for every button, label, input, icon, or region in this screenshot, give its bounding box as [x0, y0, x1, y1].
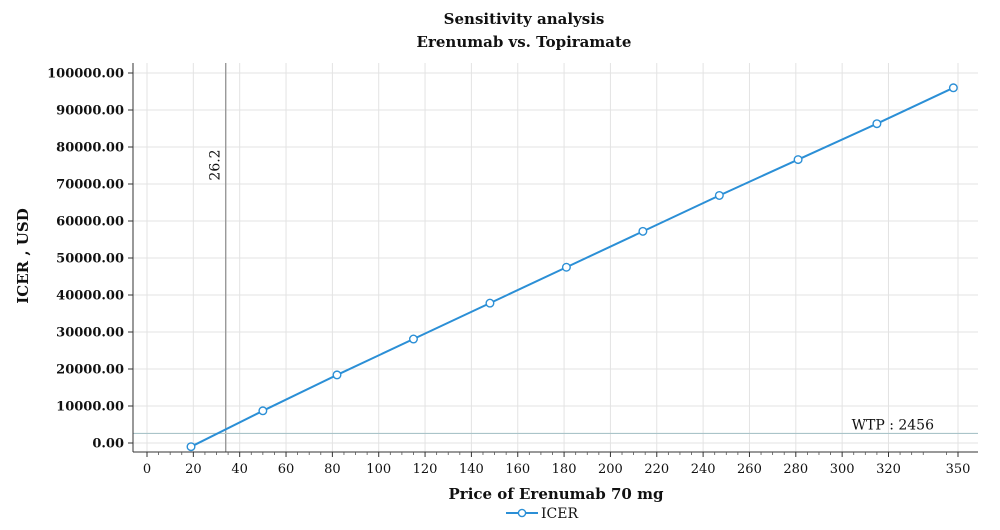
y-tick-label: 20000.00: [56, 363, 124, 378]
reference-lines: 26.2 WTP : 2456: [133, 63, 978, 452]
chart-subtitle: Erenumab vs. Topiramate: [417, 33, 632, 51]
y-tick-label: 80000.00: [56, 141, 124, 156]
icer-point: [485, 298, 495, 308]
y-axis-title: ICER , USD: [14, 208, 32, 303]
x-tick-label: 20: [185, 462, 202, 477]
x-tick-label: 160: [505, 462, 530, 477]
x-tick-label: 200: [598, 462, 623, 477]
x-tick-label: 280: [783, 462, 808, 477]
x-tick-label: 40: [231, 462, 248, 477]
x-tick-label: 0: [143, 462, 151, 477]
y-tick-label: 100000.00: [47, 67, 124, 82]
series-icer: [186, 83, 958, 452]
wtp-label: WTP : 2456: [852, 417, 934, 433]
icer-line: [190, 86, 954, 448]
y-tick-label: 70000.00: [56, 178, 124, 193]
gridlines: [133, 63, 978, 452]
icer-point: [872, 119, 882, 129]
icer-point: [638, 226, 648, 236]
x-tick-label: 140: [459, 462, 484, 477]
y-tick-label: 0.00: [92, 437, 124, 452]
vline-label: 26.2: [208, 149, 224, 180]
axes: 0.00 10000.00 20000.00 30000.00 40000.00 5000…: [47, 63, 978, 477]
legend-marker-swatch: [517, 508, 527, 518]
x-tick-label: 220: [644, 462, 669, 477]
icer-point: [332, 370, 342, 380]
x-tick-label: 80: [324, 462, 341, 477]
y-tick-label: 10000.00: [56, 400, 124, 415]
x-axis-title: Price of Erenumab 70 mg: [449, 485, 664, 503]
x-tick-label: 120: [413, 462, 438, 477]
x-tick-label: 350: [946, 462, 971, 477]
icer-point: [793, 155, 803, 165]
x-tick-label: 240: [691, 462, 716, 477]
x-tick-label: 300: [830, 462, 855, 477]
legend: ICER: [506, 506, 578, 522]
x-tick-label: 320: [876, 462, 901, 477]
legend-label-icer: ICER: [541, 506, 578, 522]
x-tick-label: 100: [366, 462, 391, 477]
icer-point: [408, 334, 418, 344]
icer-point: [258, 406, 268, 416]
x-tick-label: 60: [278, 462, 295, 477]
x-tick-label: 260: [737, 462, 762, 477]
y-tick-label: 50000.00: [56, 252, 124, 267]
y-tick-label: 40000.00: [56, 289, 124, 304]
icer-point: [714, 190, 724, 200]
y-tick-label: 30000.00: [56, 326, 124, 341]
icer-point: [186, 442, 196, 452]
chart-title: Sensitivity analysis: [444, 10, 605, 28]
icer-point: [561, 262, 571, 272]
y-tick-label: 60000.00: [56, 215, 124, 230]
icer-point: [948, 83, 958, 93]
x-tick-label: 180: [552, 462, 577, 477]
y-tick-label: 90000.00: [56, 104, 124, 119]
